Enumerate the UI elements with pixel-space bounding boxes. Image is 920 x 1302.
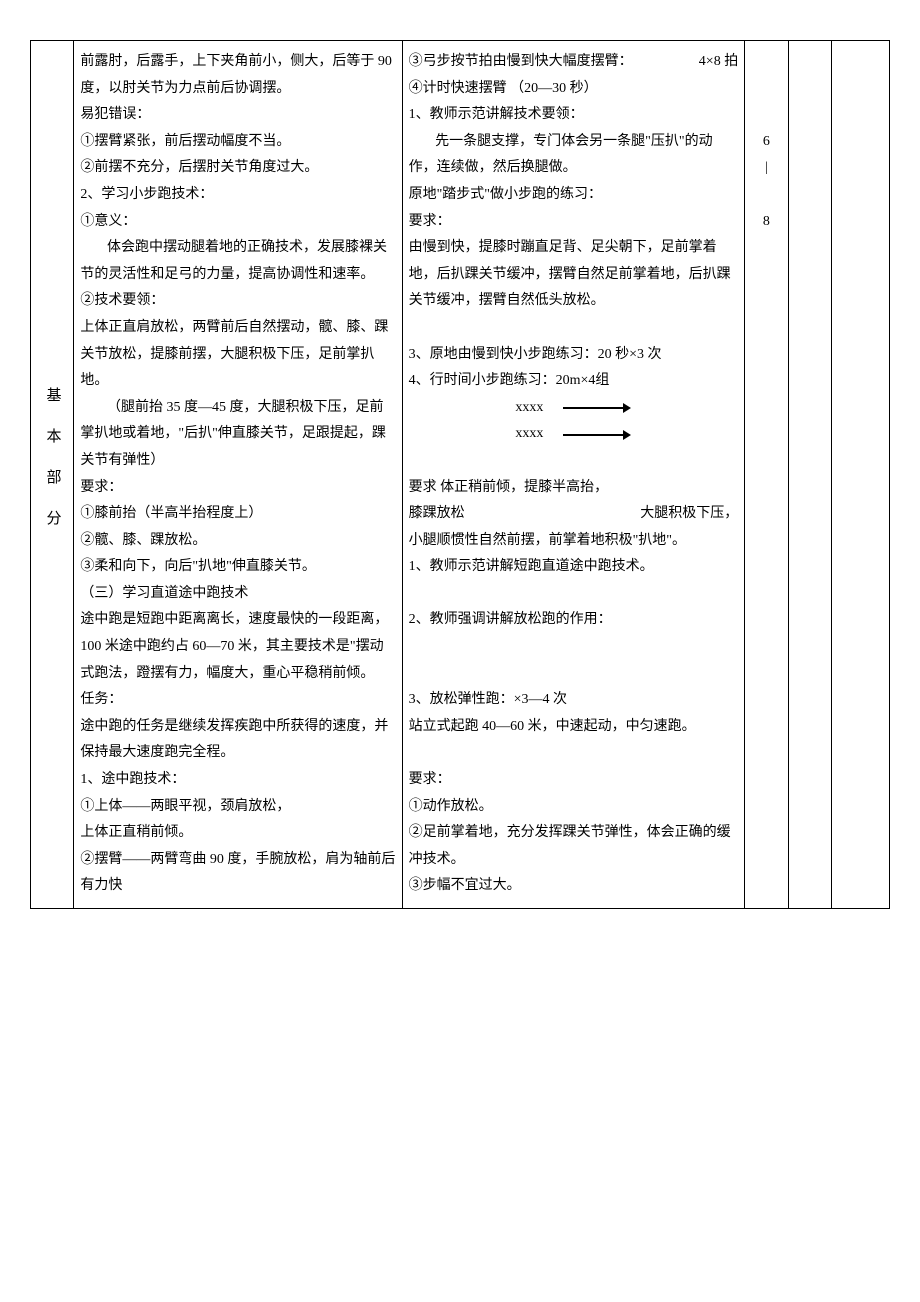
text-line: 1、途中跑技术：	[80, 767, 395, 794]
section-label: 基本部分	[38, 387, 67, 551]
spacer	[409, 581, 739, 608]
text-line: ③弓步按节拍由慢到快大幅度摆臂： 4×8 拍	[409, 49, 739, 76]
text-line: 小腿顺惯性自然前摆，前掌着地积极"扒地"。	[409, 528, 739, 555]
spacer	[751, 76, 781, 103]
text-line: 要求 体正稍前倾，提膝半高抬，	[409, 475, 739, 502]
text-line: 要求：	[409, 767, 739, 794]
text-line: 途中跑是短跑中距离离长，速度最快的一段距离，100 米途中跑约占 60—70 米…	[80, 607, 395, 687]
number-value: 8	[751, 209, 781, 236]
formation-text: xxxx	[515, 421, 543, 448]
text-line: ①动作放松。	[409, 794, 739, 821]
section-cell: 基本部分	[31, 41, 74, 909]
text-line: 2、学习小步跑技术：	[80, 182, 395, 209]
text-line: 2、教师强调讲解放松跑的作用：	[409, 607, 739, 634]
spacer	[409, 661, 739, 688]
spacer	[409, 740, 739, 767]
text-line: 要求：	[409, 209, 739, 236]
table-row: 基本部分 前露肘，后露手，上下夹角前小，侧大，后等于 90 度，以肘关节为力点前…	[31, 41, 890, 909]
spacer	[751, 49, 781, 76]
spacer	[409, 634, 739, 661]
text-line: ②技术要领：	[80, 288, 395, 315]
text-line: ③步幅不宜过大。	[409, 873, 739, 900]
text-line: 易犯错误：	[80, 102, 395, 129]
text-line: 原地"踏步式"做小步跑的练习：	[409, 182, 739, 209]
text-line: ②前摆不充分，后摆肘关节角度过大。	[80, 155, 395, 182]
text-fragment: 膝踝放松	[409, 501, 465, 528]
text-line: 3、原地由慢到快小步跑练习：20 秒×3 次	[409, 342, 739, 369]
text-line: 体会跑中摆动腿着地的正确技术，发展膝裸关节的灵活性和足弓的力量，提高协调性和速率…	[80, 235, 395, 288]
text-line: ②足前掌着地，充分发挥踝关节弹性，体会正确的缓冲技术。	[409, 820, 739, 873]
empty-cell	[788, 41, 831, 909]
text-line: 前露肘，后露手，上下夹角前小，侧大，后等于 90 度，以肘关节为力点前后协调摆。	[80, 49, 395, 102]
text-line: ③柔和向下，向后"扒地"伸直膝关节。	[80, 554, 395, 581]
text-line: 1、教师示范讲解短跑直道途中跑技术。	[409, 554, 739, 581]
arrow-right-icon	[563, 403, 631, 413]
text-line: 4、行时间小步跑练习：20m×4组	[409, 368, 739, 395]
text-line: 1、教师示范讲解技术要领：	[409, 102, 739, 129]
text-line: 由慢到快，提膝时蹦直足背、足尖朝下，足前掌着地，后扒踝关节缓冲，摆臂自然足前掌着…	[409, 235, 739, 315]
text-line: 上体正直稍前倾。	[80, 820, 395, 847]
spacer	[409, 315, 739, 342]
text-line: ②摆臂——两臂弯曲 90 度，手腕放松，肩为轴前后有力快	[80, 847, 395, 900]
arrow-head	[623, 403, 631, 413]
spacer	[751, 182, 781, 209]
content-cell-2: ③弓步按节拍由慢到快大幅度摆臂： 4×8 拍 ④计时快速摆臂 （20—30 秒）…	[402, 41, 745, 909]
text-line: 要求：	[80, 475, 395, 502]
text-line: ②髋、膝、踝放松。	[80, 528, 395, 555]
empty-cell	[832, 41, 890, 909]
number-cell: 6 | 8	[745, 41, 788, 909]
content-cell-1: 前露肘，后露手，上下夹角前小，侧大，后等于 90 度，以肘关节为力点前后协调摆。…	[74, 41, 402, 909]
spacer	[751, 102, 781, 129]
spacer	[409, 448, 739, 475]
formation-text: xxxx	[515, 395, 543, 422]
arrow-right-icon	[563, 430, 631, 440]
text-fragment: 4×8 拍	[699, 49, 738, 76]
arrow-shaft	[563, 407, 623, 409]
text-line: 先一条腿支撑，专门体会另一条腿"压扒"的动作，连续做，然后换腿做。	[409, 129, 739, 182]
number-value: 6	[751, 129, 781, 156]
text-line: （三）学习直道途中跑技术	[80, 581, 395, 608]
number-separator: |	[751, 155, 781, 182]
text-line: ①意义：	[80, 209, 395, 236]
text-line: ①摆臂紧张，前后摆动幅度不当。	[80, 129, 395, 156]
lesson-plan-table: 基本部分 前露肘，后露手，上下夹角前小，侧大，后等于 90 度，以肘关节为力点前…	[30, 40, 890, 909]
text-line: 膝踝放松 大腿积极下压，	[409, 501, 739, 528]
text-line: ④计时快速摆臂 （20—30 秒）	[409, 76, 739, 103]
formation-line: xxxx	[409, 395, 739, 422]
text-line: ①膝前抬（半高半抬程度上）	[80, 501, 395, 528]
text-line: 3、放松弹性跑：×3—4 次	[409, 687, 739, 714]
formation-line: xxxx	[409, 421, 739, 448]
text-line: 途中跑的任务是继续发挥疾跑中所获得的速度，并保持最大速度跑完全程。	[80, 714, 395, 767]
text-line: （腿前抬 35 度—45 度，大腿积极下压，足前掌扒地或着地，"后扒"伸直膝关节…	[80, 395, 395, 475]
text-line: 站立式起跑 40—60 米，中速起动，中匀速跑。	[409, 714, 739, 741]
text-line: ①上体——两眼平视，颈肩放松，	[80, 794, 395, 821]
arrow-head	[623, 430, 631, 440]
text-line: 上体正直肩放松，两臂前后自然摆动，髋、膝、踝关节放松，提膝前摆，大腿积极下压，足…	[80, 315, 395, 395]
text-fragment: ③弓步按节拍由慢到快大幅度摆臂：	[409, 49, 633, 76]
text-fragment: 大腿积极下压，	[640, 501, 738, 528]
arrow-shaft	[563, 434, 623, 436]
text-line: 任务：	[80, 687, 395, 714]
